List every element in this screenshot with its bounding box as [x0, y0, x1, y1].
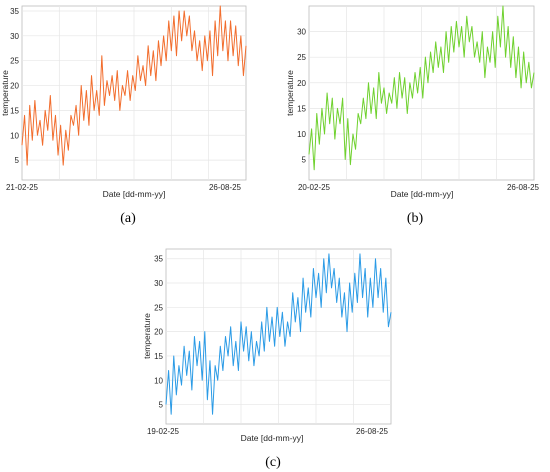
y-axis-ticks: 5 10 15 20 25 30 — [297, 28, 306, 165]
x-tick-end: 26-08-25 — [507, 183, 540, 192]
y-tick-label: 25 — [10, 57, 19, 66]
x-tick-end: 26-08-25 — [356, 427, 389, 436]
y-tick-label: 10 — [10, 131, 19, 140]
y-tick-label: 35 — [10, 7, 19, 16]
x-tick-end: 26-08-25 — [209, 183, 242, 192]
x-axis-label: Date [dd-mm-yy] — [241, 433, 304, 443]
y-tick-label: 15 — [10, 106, 19, 115]
y-axis-label: temperature — [142, 313, 152, 359]
panel-b: 5 10 15 20 25 30 20-02-25 26-08-25 Date [dd-m… — [285, 5, 540, 226]
panel-a: 5 10 15 20 25 30 35 21-02-25 26-08-25 Date [dd… — [0, 5, 247, 226]
y-tick-label: 20 — [154, 328, 163, 337]
y-tick-label: 10 — [297, 130, 306, 139]
temperature-series-line — [165, 253, 392, 415]
y-tick-label: 5 — [302, 156, 307, 165]
temperature-series-line — [21, 5, 247, 166]
panel-label-b: (b) — [407, 211, 424, 226]
x-axis-label: Date [dd-mm-yy] — [391, 189, 454, 199]
x-axis-label: Date [dd-mm-yy] — [103, 189, 166, 199]
y-tick-label: 15 — [154, 352, 163, 361]
y-tick-label: 25 — [154, 303, 163, 312]
panel-label-c: (c) — [265, 455, 281, 470]
y-tick-label: 15 — [297, 104, 306, 113]
x-tick-start: 21-02-25 — [6, 183, 39, 192]
y-axis-ticks: 5 10 15 20 25 30 35 — [10, 7, 19, 165]
x-tick-start: 19-02-25 — [147, 427, 180, 436]
y-tick-label: 30 — [154, 279, 163, 288]
grid — [166, 249, 391, 424]
y-tick-label: 20 — [10, 82, 19, 91]
y-tick-label: 5 — [15, 156, 20, 165]
y-axis-label: temperature — [0, 70, 10, 116]
y-tick-label: 30 — [297, 28, 306, 37]
y-tick-label: 30 — [10, 32, 19, 41]
panel-label-a: (a) — [120, 211, 136, 226]
panel-c: 5 10 15 20 25 30 35 19-02-25 26-08-25 Date [dd… — [142, 248, 392, 470]
x-tick-start: 20-02-25 — [298, 183, 331, 192]
y-tick-label: 5 — [159, 401, 164, 410]
y-tick-label: 10 — [154, 376, 163, 385]
y-axis-ticks: 5 10 15 20 25 30 35 — [154, 255, 163, 410]
temperature-series-line — [308, 5, 535, 171]
y-axis-label: temperature — [285, 70, 295, 116]
y-tick-label: 25 — [297, 53, 306, 62]
y-tick-label: 20 — [297, 79, 306, 88]
y-tick-label: 35 — [154, 255, 163, 264]
